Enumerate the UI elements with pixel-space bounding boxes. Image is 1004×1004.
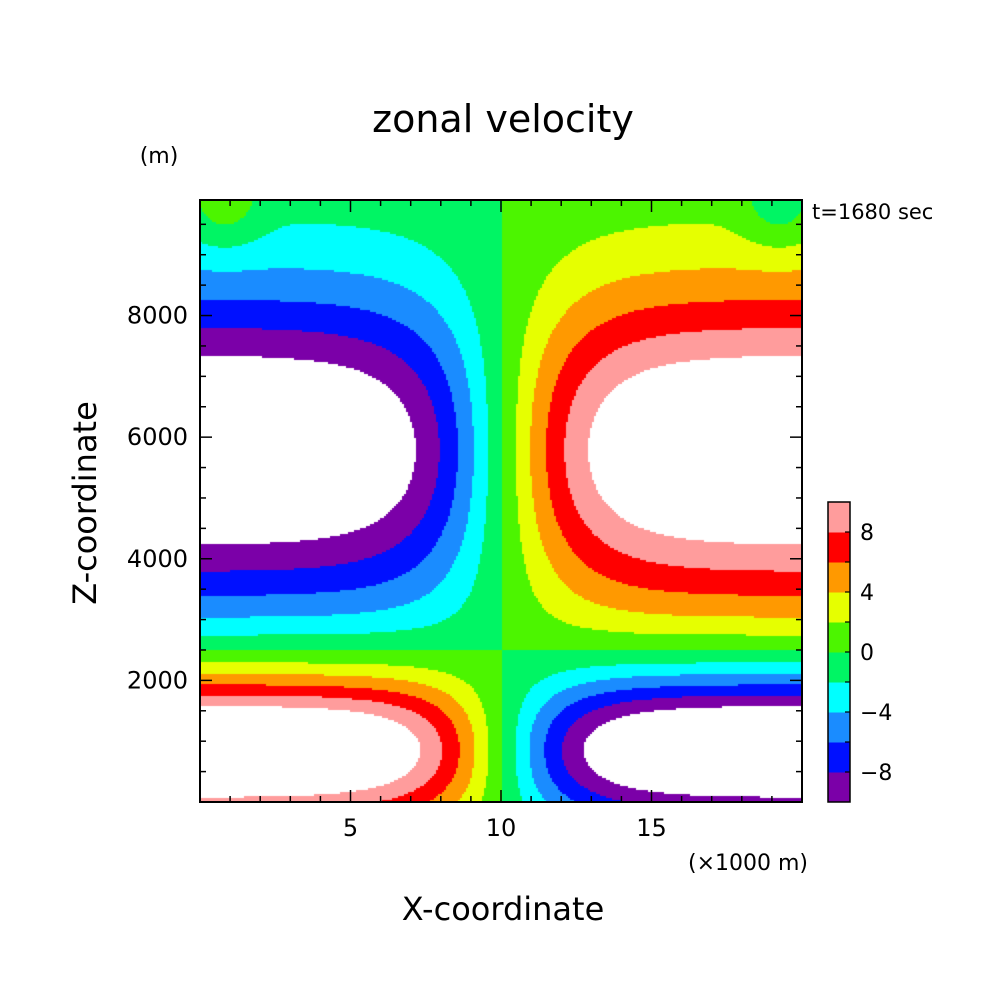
- y-tick-label: 2000: [127, 666, 188, 694]
- y-tick-label: 4000: [127, 545, 188, 573]
- colorbar-tick-label: 8: [860, 521, 874, 546]
- x-tick-label: 10: [486, 814, 517, 842]
- x-tick-label: 15: [636, 814, 667, 842]
- y-axis-ticks: 2000 4000 6000 8000: [127, 223, 802, 773]
- colorbar-tick-label: 4: [860, 581, 874, 606]
- y-unit-label: (m): [140, 144, 179, 169]
- colorbar-swatch: [828, 682, 850, 713]
- colorbar: −8 −4 0 4 8: [827, 501, 892, 803]
- plot-area: [200, 200, 802, 802]
- colorbar-swatch: [828, 592, 850, 623]
- colorbar-tick-label: −8: [860, 761, 892, 786]
- velocity-field: [200, 200, 802, 802]
- colorbar-swatch: [828, 562, 850, 593]
- colorbar-swatch: [828, 622, 850, 653]
- colorbar-swatch: [828, 652, 850, 683]
- colorbar-tick-label: −4: [860, 701, 892, 726]
- x-axis-label: X-coordinate: [402, 890, 605, 928]
- x-unit-label: (×1000 m): [688, 851, 808, 876]
- plot-frame: [199, 199, 803, 803]
- colorbar-tick-label: 0: [860, 641, 874, 666]
- y-tick-label: 8000: [127, 302, 188, 330]
- colorbar-swatch: [828, 532, 850, 563]
- x-axis-ticks: 5 10 15: [229, 200, 773, 842]
- colorbar-swatch: [828, 772, 850, 803]
- y-tick-label: 6000: [127, 423, 188, 451]
- x-tick-label: 5: [343, 814, 358, 842]
- colorbar-swatch: [828, 712, 850, 743]
- time-label: t=1680 sec: [812, 200, 933, 224]
- colorbar-swatch: [828, 502, 850, 533]
- y-axis-label: Z-coordinate: [66, 401, 104, 605]
- chart-title: zonal velocity: [372, 97, 634, 141]
- colorbar-swatch: [828, 742, 850, 773]
